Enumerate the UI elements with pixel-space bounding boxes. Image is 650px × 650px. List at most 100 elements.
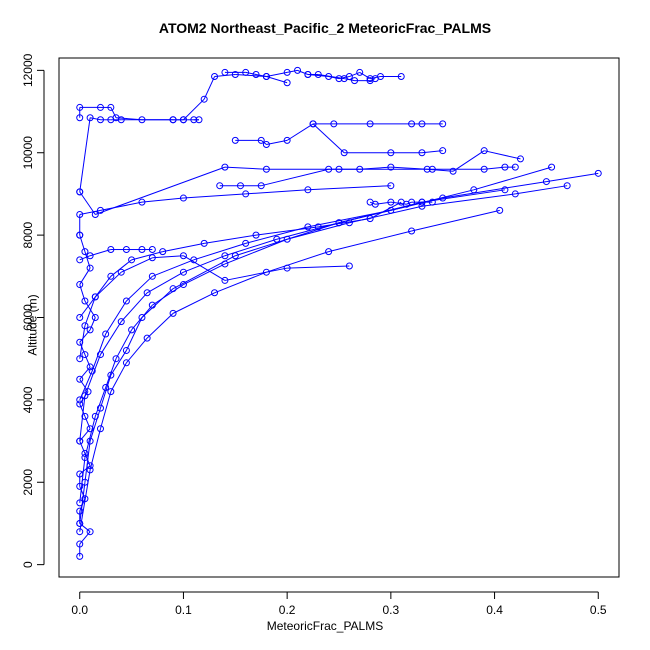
series-segment bbox=[546, 172, 599, 183]
series-segment bbox=[421, 193, 516, 207]
data-point bbox=[340, 149, 348, 157]
series-segment bbox=[131, 251, 163, 261]
series-segment bbox=[344, 78, 355, 82]
series-segment bbox=[84, 416, 96, 458]
data-point bbox=[76, 396, 84, 404]
series-segment bbox=[99, 391, 112, 429]
data-point bbox=[86, 114, 94, 122]
data-point bbox=[179, 252, 187, 260]
data-point bbox=[148, 301, 156, 309]
data-point bbox=[86, 264, 94, 272]
data-point bbox=[143, 289, 151, 297]
data-point bbox=[449, 167, 457, 175]
series-18 bbox=[304, 70, 379, 85]
data-point bbox=[273, 235, 281, 243]
data-point bbox=[283, 264, 291, 272]
data-point bbox=[179, 268, 187, 276]
data-point bbox=[96, 404, 104, 412]
series-segment bbox=[203, 76, 216, 100]
series-segment bbox=[79, 370, 93, 401]
data-point bbox=[563, 182, 571, 190]
data-point bbox=[366, 120, 374, 128]
data-point bbox=[96, 103, 104, 111]
data-point bbox=[257, 136, 265, 144]
data-point bbox=[439, 147, 447, 155]
series-segment bbox=[328, 230, 412, 253]
data-point bbox=[179, 116, 187, 124]
series-segment bbox=[484, 150, 521, 160]
series-segment bbox=[141, 197, 184, 203]
axes-layer: 0.0 0.1 0.2 0.3 0.4 0.5 0 2000 4000 6000 8000 10000… bbox=[21, 53, 620, 617]
data-point bbox=[252, 70, 260, 78]
data-point bbox=[262, 73, 270, 81]
data-point bbox=[418, 198, 426, 206]
data-point bbox=[91, 412, 99, 420]
data-point bbox=[211, 289, 219, 297]
y-tick-label: 10000 bbox=[21, 136, 35, 170]
series-segment bbox=[442, 181, 547, 199]
data-point bbox=[81, 297, 89, 305]
series-segment bbox=[110, 107, 117, 118]
data-point bbox=[314, 223, 322, 231]
data-point bbox=[516, 155, 524, 163]
data-point bbox=[408, 198, 416, 206]
data-point bbox=[96, 425, 104, 433]
series-segment bbox=[224, 238, 277, 257]
series-11 bbox=[76, 163, 519, 219]
series-segment bbox=[115, 329, 133, 359]
series-segment bbox=[245, 189, 308, 195]
data-point bbox=[511, 163, 519, 171]
series-19 bbox=[366, 198, 436, 208]
x-tick-label: 0.3 bbox=[383, 603, 400, 617]
data-point bbox=[304, 70, 312, 78]
series-segment bbox=[146, 313, 174, 339]
data-point bbox=[371, 200, 379, 208]
series-segment bbox=[349, 71, 360, 78]
y-tick-label: 12000 bbox=[21, 53, 35, 87]
data-point bbox=[76, 231, 84, 239]
data-point bbox=[76, 499, 84, 507]
series-segment bbox=[79, 325, 86, 359]
data-point bbox=[86, 326, 94, 334]
data-point bbox=[236, 182, 244, 190]
data-point bbox=[351, 77, 359, 85]
data-point bbox=[211, 73, 219, 81]
data-point bbox=[76, 355, 84, 363]
data-point bbox=[439, 120, 447, 128]
series-segment bbox=[79, 403, 86, 417]
data-point bbox=[76, 375, 84, 383]
series-12 bbox=[216, 147, 524, 190]
data-point bbox=[96, 116, 104, 124]
data-point bbox=[221, 260, 229, 268]
y-tick-label: 0 bbox=[21, 561, 35, 568]
data-point bbox=[102, 384, 110, 392]
series-segment bbox=[100, 375, 112, 409]
data-point bbox=[257, 182, 265, 190]
data-point bbox=[325, 248, 333, 256]
series-segment bbox=[287, 265, 350, 269]
series-segment bbox=[183, 255, 226, 273]
data-point bbox=[428, 198, 436, 206]
series-segment bbox=[473, 166, 552, 191]
data-point bbox=[418, 202, 426, 210]
data-point bbox=[387, 163, 395, 171]
series-segment bbox=[183, 98, 205, 121]
data-point bbox=[200, 95, 208, 103]
series-segment bbox=[390, 166, 428, 170]
data-point bbox=[138, 198, 146, 206]
series-segment bbox=[255, 73, 267, 78]
data-point bbox=[304, 186, 312, 194]
series-14 bbox=[309, 120, 447, 128]
data-point bbox=[262, 268, 270, 276]
data-point bbox=[366, 75, 374, 83]
series-segment bbox=[359, 71, 371, 80]
series-segment bbox=[89, 428, 101, 471]
data-point bbox=[501, 163, 509, 171]
series-segment bbox=[90, 117, 101, 121]
data-point bbox=[102, 330, 110, 338]
series-segment bbox=[204, 234, 257, 244]
data-point bbox=[76, 103, 84, 111]
x-tick-label: 0.1 bbox=[175, 603, 192, 617]
